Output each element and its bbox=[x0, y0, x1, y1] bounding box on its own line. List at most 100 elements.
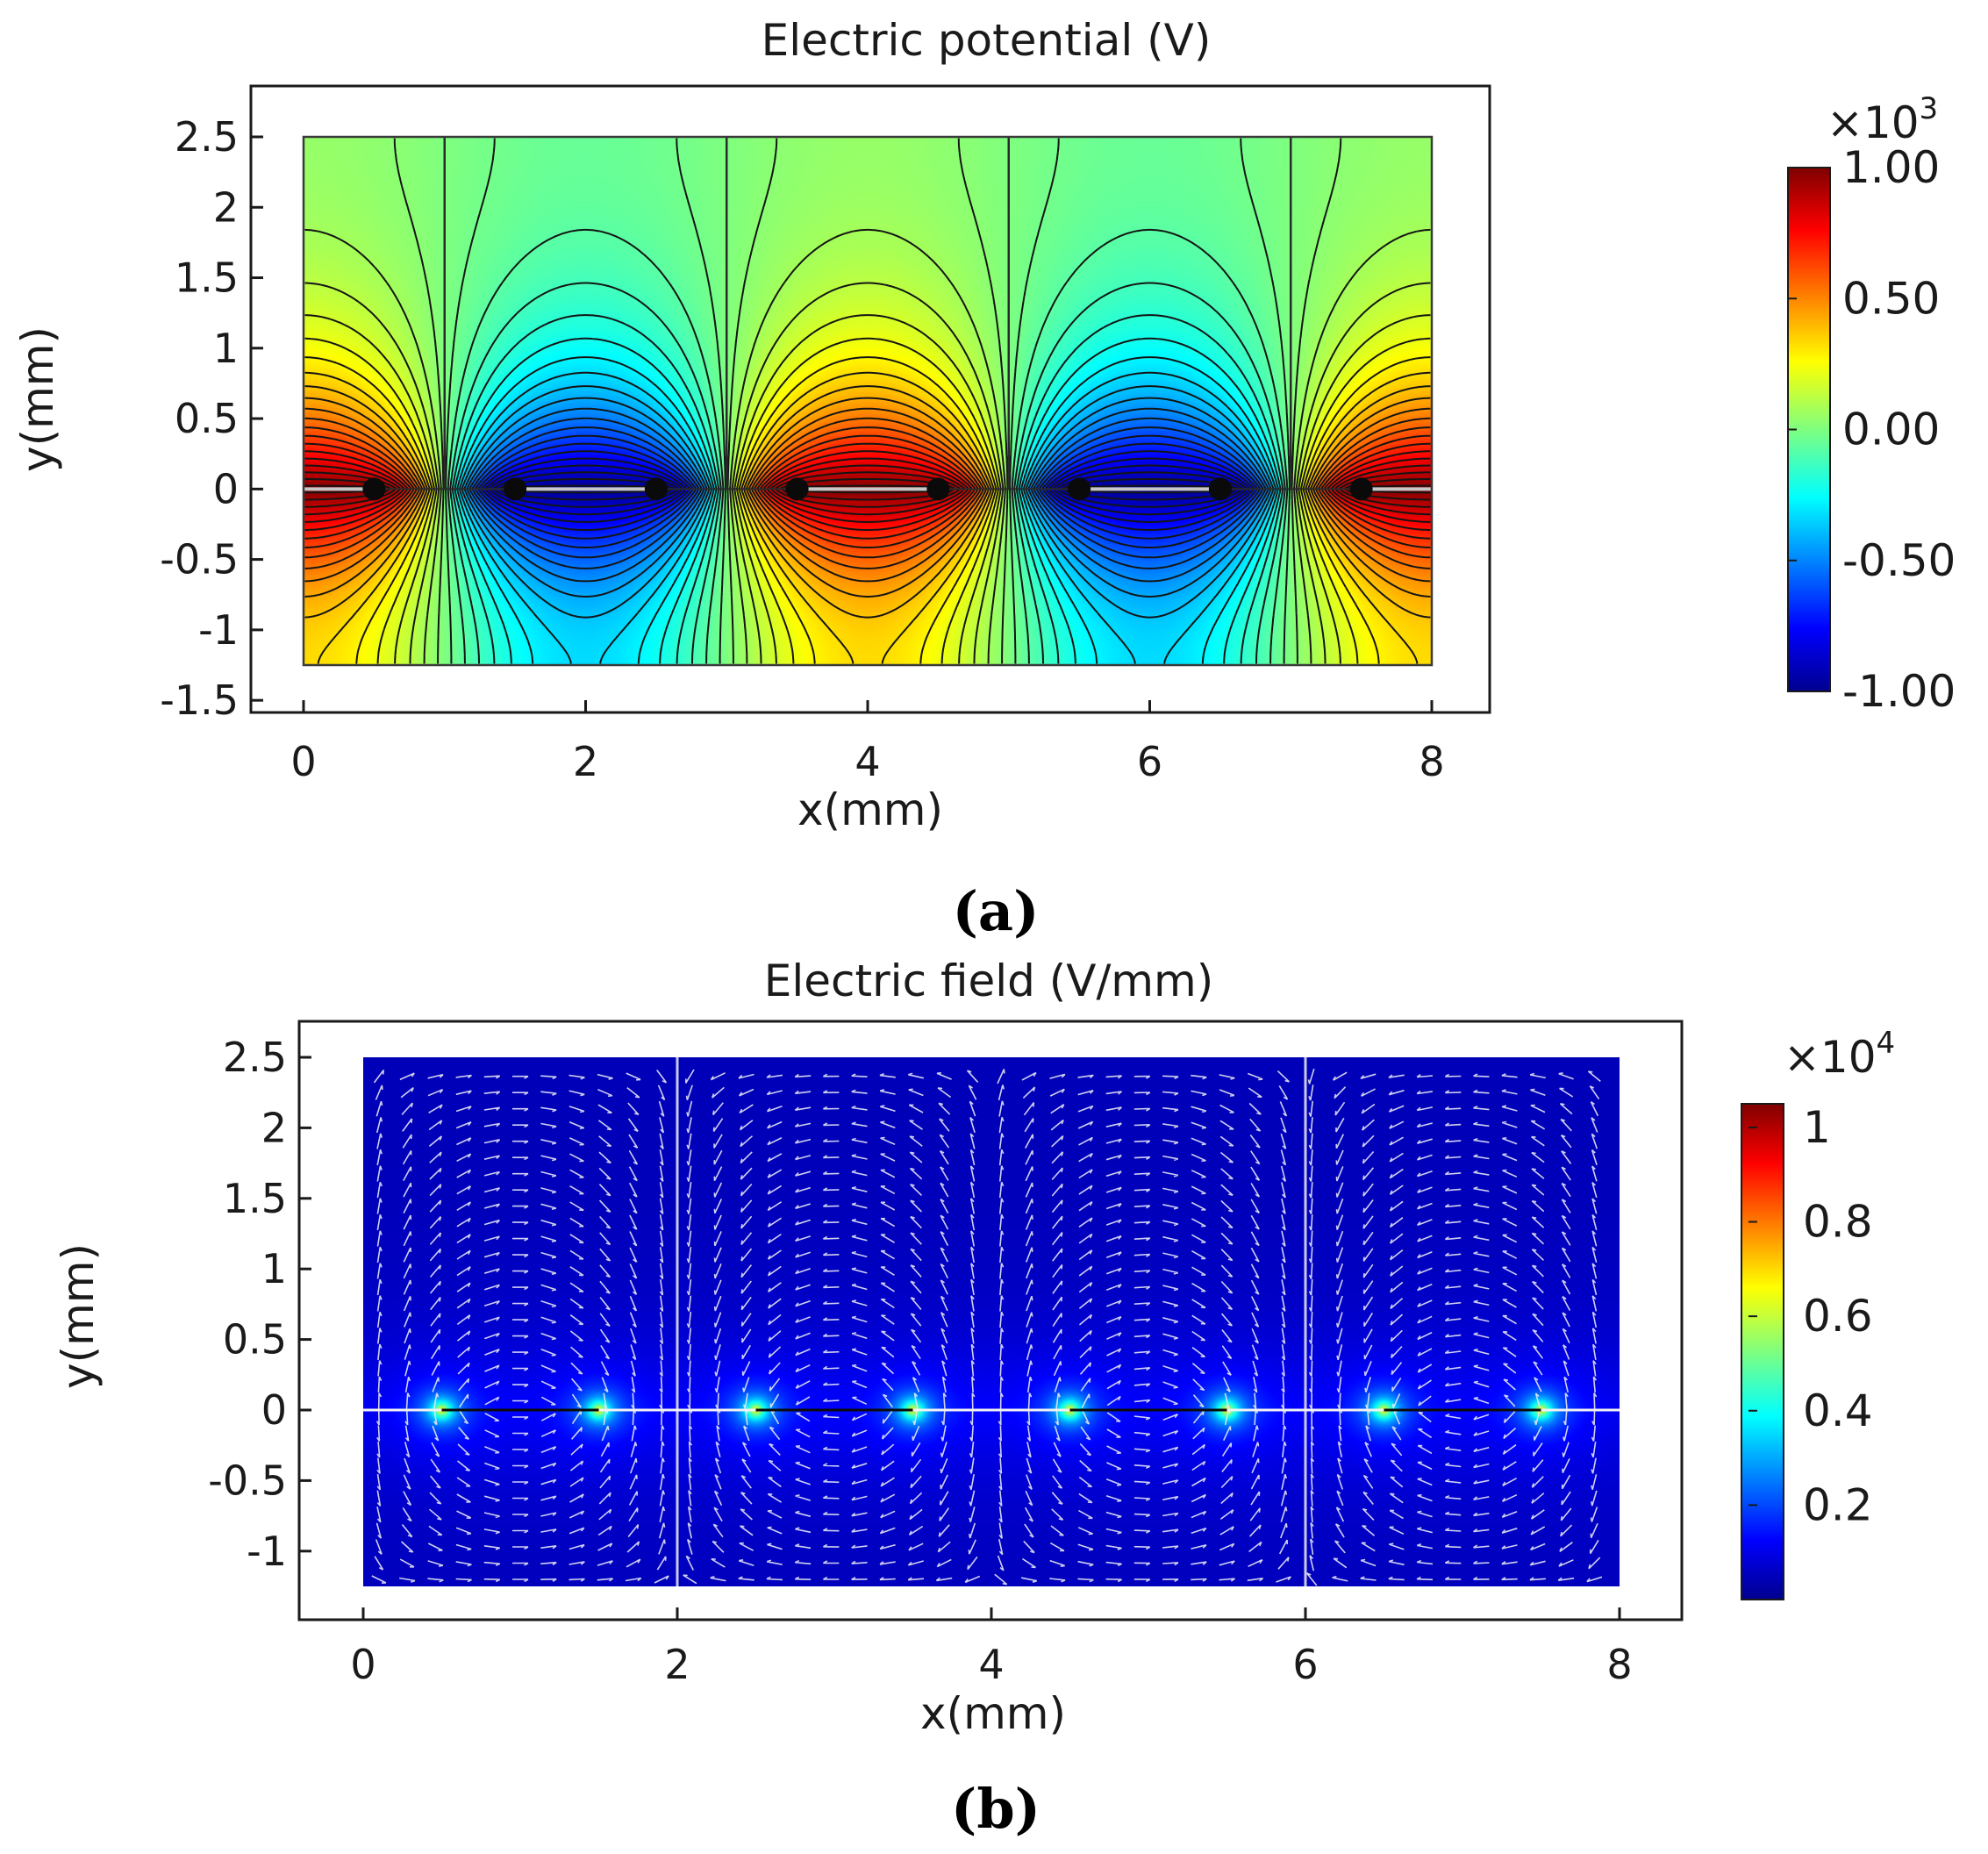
panel-b-y-label: y(mm) bbox=[53, 1243, 104, 1389]
contour-line bbox=[304, 450, 1431, 531]
contour-line bbox=[463, 397, 1272, 598]
colorbar-b-multiplier: ×104 bbox=[1784, 1026, 1895, 1083]
contour-line bbox=[304, 356, 1431, 664]
x-tick-label: 0 bbox=[350, 1641, 375, 1688]
field-arrow-set bbox=[371, 1068, 1603, 1586]
contour-line bbox=[480, 450, 1255, 531]
y-tick-label: 0.5 bbox=[175, 395, 239, 442]
colorbar-a-multiplier: ×103 bbox=[1827, 91, 1938, 148]
colorbar-tick-label: 0.50 bbox=[1842, 273, 1940, 324]
panel-b-y-ticks: 2.5 2 1.5 1 0.5 0 -0.5 -1 bbox=[208, 1034, 311, 1575]
panel-a-x-ticks: 0 2 4 6 8 bbox=[290, 700, 1445, 785]
contour-line bbox=[304, 457, 1431, 523]
electrode-edge bbox=[1068, 477, 1091, 501]
electrodes-a bbox=[304, 477, 1432, 501]
contour-line bbox=[304, 228, 1431, 664]
colorbar-tick-label: 0.6 bbox=[1803, 1291, 1873, 1342]
contour-line bbox=[304, 337, 1431, 664]
x-tick-label: 6 bbox=[1137, 738, 1162, 785]
panel-a-x-label: x(mm) bbox=[797, 784, 943, 835]
contour-line bbox=[304, 464, 1431, 516]
panel-b-x-label: x(mm) bbox=[920, 1688, 1066, 1739]
colorbar-tick-label: 1 bbox=[1803, 1102, 1831, 1153]
contour-line bbox=[304, 442, 1431, 540]
contour-line bbox=[304, 314, 1431, 664]
contour-line bbox=[304, 434, 1431, 548]
x-tick-label: 2 bbox=[573, 738, 598, 785]
electrode-edge bbox=[785, 477, 809, 501]
y-tick-label: -1 bbox=[198, 606, 239, 654]
contour-line bbox=[474, 434, 1262, 548]
contour-line bbox=[451, 314, 1284, 664]
colorbar-b-scale bbox=[1741, 1103, 1784, 1600]
subdomain-boundaries-b bbox=[676, 1057, 1307, 1586]
panel-b-x-ticks: 0 2 4 6 8 bbox=[350, 1607, 1633, 1688]
panel-a-title: Electric potential (V) bbox=[762, 15, 1212, 66]
colorbar-a-scale bbox=[1787, 167, 1831, 692]
field-magnitude-colormap bbox=[363, 1057, 1620, 1586]
y-tick-label: -0.5 bbox=[208, 1457, 287, 1504]
colorbar-tick-label: -0.50 bbox=[1842, 535, 1956, 586]
contour-line bbox=[304, 385, 1431, 619]
contour-line bbox=[304, 471, 1431, 508]
panel-a-caption: (a) bbox=[953, 879, 1040, 943]
contour-line bbox=[393, 138, 1342, 664]
contour-line bbox=[477, 442, 1258, 540]
contour-line bbox=[483, 457, 1252, 523]
y-tick-label: 1.5 bbox=[223, 1175, 287, 1222]
contour-line bbox=[304, 397, 1431, 598]
y-tick-label: 2.5 bbox=[175, 113, 239, 161]
y-tick-label: 1 bbox=[213, 325, 239, 372]
panel-b: Electric field (V/mm) 0 2 4 6 8 2.5 2 1.5 1 0.5 0… bbox=[53, 956, 1895, 1841]
y-tick-label: 0 bbox=[213, 465, 239, 512]
y-tick-label: 0.5 bbox=[223, 1316, 287, 1364]
x-tick-label: 4 bbox=[855, 738, 880, 785]
contour-line bbox=[454, 337, 1282, 664]
contour-line bbox=[304, 282, 1431, 664]
contour-line bbox=[445, 138, 1291, 664]
y-tick-label: -1 bbox=[247, 1528, 287, 1575]
y-tick-label: -0.5 bbox=[160, 536, 239, 583]
x-tick-label: 0 bbox=[290, 738, 316, 785]
contour-line bbox=[304, 407, 1431, 583]
electrode-edge bbox=[1349, 477, 1373, 501]
contour-line bbox=[304, 371, 1431, 664]
contour-line bbox=[304, 417, 1431, 569]
contour-line bbox=[456, 356, 1279, 664]
y-tick-label: 1.5 bbox=[175, 254, 239, 302]
x-tick-label: 8 bbox=[1606, 1641, 1632, 1688]
contour-line bbox=[449, 282, 1286, 664]
electrode-edge bbox=[644, 477, 668, 501]
potential-colormap bbox=[304, 137, 1432, 665]
y-tick-label: 1 bbox=[261, 1245, 287, 1292]
colorbar-b-ticks: 1 0.8 0.6 0.4 0.2 bbox=[1748, 1102, 1873, 1530]
panel-a-colorbar: ×103 1.00 0.50 0.00 -0.50 -1.00 bbox=[1787, 91, 1956, 717]
colorbar-a-ticks: 1.00 0.50 0.00 -0.50 -1.00 bbox=[1788, 142, 1956, 717]
colorbar-tick-label: 0.2 bbox=[1803, 1479, 1873, 1530]
panel-b-colorbar: ×104 1 0.8 0.6 0.4 0.2 bbox=[1741, 1026, 1895, 1600]
panel-a-y-ticks: 2.5 2 1.5 1 0.5 0 -0.5 -1 -1.5 bbox=[160, 113, 263, 724]
x-tick-label: 4 bbox=[978, 1641, 1004, 1688]
electrode-edge bbox=[362, 477, 386, 501]
contour-line bbox=[447, 228, 1289, 664]
x-tick-label: 2 bbox=[664, 1641, 690, 1688]
field-arrows bbox=[371, 1068, 1603, 1586]
contour-line bbox=[458, 371, 1277, 664]
electrode-edge bbox=[1208, 477, 1232, 501]
panel-a: Electric potential (V) 0 2 4 6 8 2.5 2 1.5 1 0.5… bbox=[12, 15, 1956, 943]
colorbar-tick-label: -1.00 bbox=[1842, 666, 1956, 717]
electrode-edge bbox=[926, 477, 950, 501]
panel-b-title: Electric field (V/mm) bbox=[764, 956, 1213, 1006]
y-tick-label: 2.5 bbox=[223, 1034, 287, 1081]
y-tick-label: 0 bbox=[261, 1386, 287, 1434]
electrode-edge bbox=[504, 477, 527, 501]
contour-line bbox=[461, 385, 1275, 619]
contour-line bbox=[488, 464, 1248, 516]
y-tick-label: -1.5 bbox=[160, 676, 239, 724]
colorbar-tick-label: 0.4 bbox=[1803, 1385, 1873, 1436]
y-tick-label: 2 bbox=[261, 1104, 287, 1151]
contour-line bbox=[466, 407, 1269, 583]
colorbar-tick-label: 0.8 bbox=[1803, 1197, 1873, 1248]
panel-a-domain-outline bbox=[302, 135, 1434, 667]
